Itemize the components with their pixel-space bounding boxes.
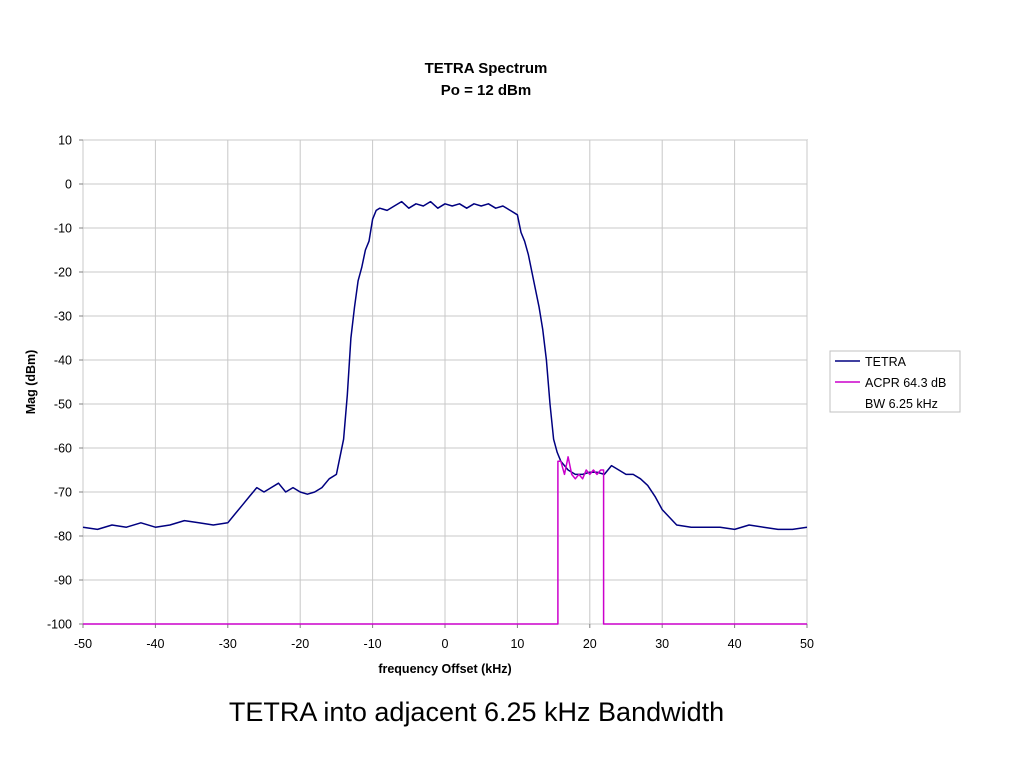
legend-entry-acpr: ACPR 64.3 dB	[865, 376, 946, 390]
chart-subtitle: Po = 12 dBm	[441, 82, 531, 99]
series-layer	[82, 200, 808, 625]
legend: TETRA ACPR 64.3 dB BW 6.25 kHz	[829, 350, 961, 413]
y-tick-label: -10	[54, 222, 72, 236]
x-tick-label: -10	[364, 637, 382, 651]
y-tick-label: -90	[54, 574, 72, 588]
y-tick-label: 0	[65, 178, 72, 192]
x-tick-label: 50	[800, 637, 814, 651]
x-tick-label: -30	[219, 637, 237, 651]
x-tick-label: 0	[442, 637, 449, 651]
legend-entry-bw: BW 6.25 kHz	[865, 397, 938, 411]
x-tick-label: -50	[74, 637, 92, 651]
y-tick-label: -60	[54, 442, 72, 456]
x-tick-label: 40	[728, 637, 742, 651]
x-tick-label: -20	[291, 637, 309, 651]
series-line-acpr	[83, 456, 807, 625]
slide-caption: TETRA into adjacent 6.25 kHz Bandwidth	[228, 697, 725, 727]
legend-entry-tetra: TETRA	[865, 355, 907, 369]
y-tick-label: -50	[54, 398, 72, 412]
y-tick-label: 10	[58, 134, 72, 148]
y-tick-label: -30	[54, 310, 72, 324]
y-axis-ticks: 10 0 -10 -20 -30 -40 -50 -60 -70 -80 -90 -100	[47, 134, 83, 632]
chart-title: TETRA Spectrum	[425, 60, 548, 77]
x-axis-label: frequency Offset (kHz)	[378, 662, 511, 676]
series-line-tetra	[82, 200, 808, 531]
x-tick-label: 10	[510, 637, 524, 651]
y-tick-label: -70	[54, 486, 72, 500]
y-tick-label: -40	[54, 354, 72, 368]
y-axis-label: Mag (dBm)	[24, 350, 38, 415]
grid	[82, 139, 808, 625]
y-tick-label: -80	[54, 530, 72, 544]
x-tick-label: 20	[583, 637, 597, 651]
x-axis-ticks: -50 -40 -30 -20 -10 0 10 20 30 40 50	[74, 624, 814, 651]
y-tick-label: -100	[47, 618, 72, 632]
y-tick-label: -20	[54, 266, 72, 280]
x-tick-label: -40	[146, 637, 164, 651]
x-tick-label: 30	[655, 637, 669, 651]
